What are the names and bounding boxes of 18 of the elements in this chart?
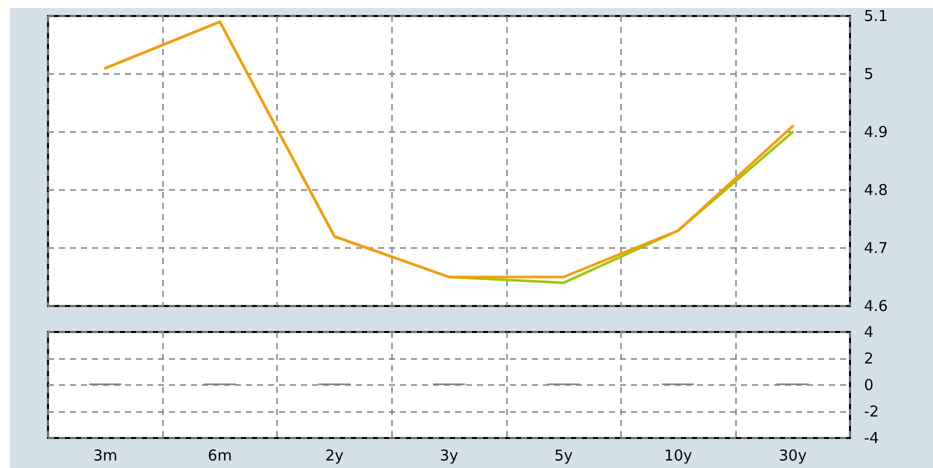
- x-tick-label: 10y: [664, 446, 692, 464]
- y-tick-label: 2: [864, 350, 874, 368]
- y-tick-label: 4: [864, 323, 874, 341]
- y-tick-label: 4.8: [864, 181, 888, 199]
- y-tick-label: 5.1: [864, 7, 888, 25]
- y-tick-label: 4.9: [864, 123, 888, 141]
- y-tick-label: 0: [864, 376, 874, 394]
- y-tick-label: 5: [864, 65, 874, 83]
- y-tick-label: -2: [864, 402, 879, 420]
- x-tick-label: 30y: [778, 446, 807, 464]
- x-tick-label: 5y: [554, 446, 573, 464]
- y-tick-label: 4.6: [864, 297, 888, 315]
- y-tick-label: -4: [864, 429, 879, 447]
- x-tick-label: 2y: [325, 446, 344, 464]
- x-tick-label: 6m: [208, 446, 232, 464]
- x-tick-label: 3y: [440, 446, 458, 464]
- x-tick-label: 3m: [93, 446, 118, 464]
- y-tick-label: 4.7: [864, 239, 888, 257]
